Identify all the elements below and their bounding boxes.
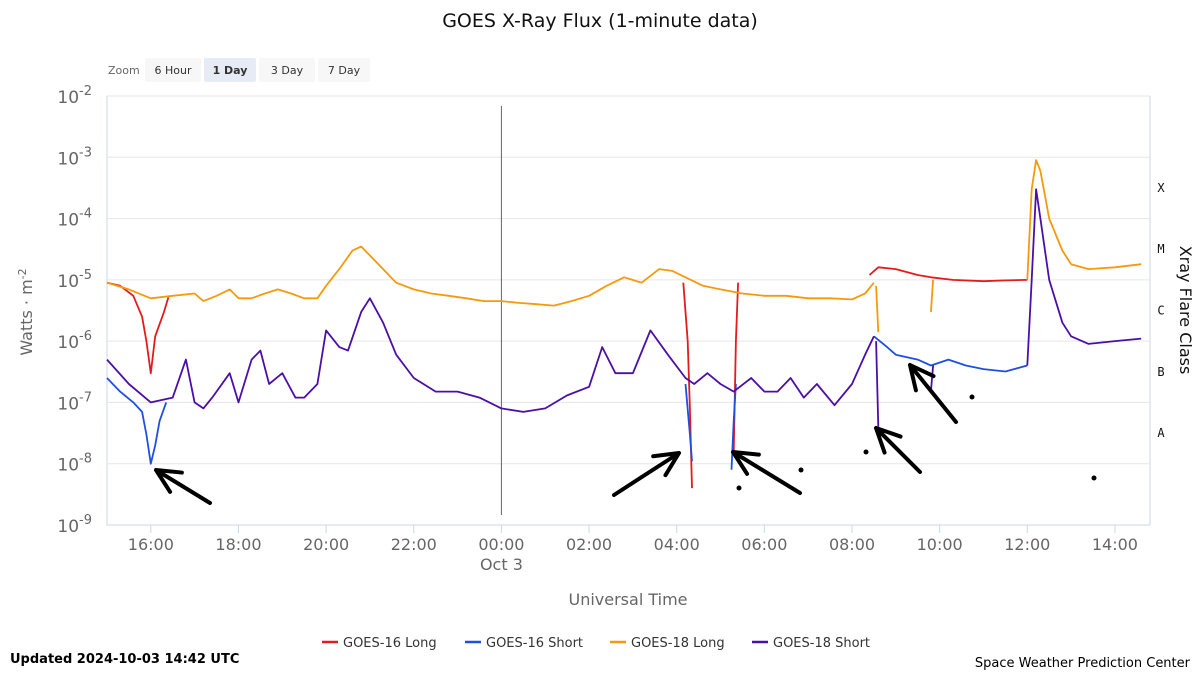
series-goes-18-long-segment xyxy=(1026,159,1142,280)
zoom-button-label: 3 Day xyxy=(271,64,304,77)
series-goes-18-short-segment xyxy=(1026,188,1142,366)
legend: GOES-16 Long GOES-16 Short GOES-18 Long GOE… xyxy=(322,636,870,651)
series-goes-16-short-segment xyxy=(873,335,1028,373)
y-axis-title: Watts · m-2 xyxy=(16,268,36,355)
y-tick-label: 10-8 xyxy=(57,452,92,476)
x-tick-label: 14:00 xyxy=(1092,535,1138,554)
legend-item-goes-16-short[interactable]: GOES-16 Short xyxy=(465,636,583,651)
zoom-button-1-day[interactable]: 1 Day xyxy=(204,58,256,82)
zoom-button-label: 1 Day xyxy=(213,64,248,77)
annotation-dot xyxy=(863,449,869,455)
flare-class-label: X xyxy=(1157,181,1165,195)
x-tick-label: 20:00 xyxy=(303,535,349,554)
date-label: Oct 3 xyxy=(480,555,523,574)
plot-series xyxy=(106,159,1142,489)
y2-axis-title: Xray Flare Class xyxy=(1176,246,1195,375)
series-goes-18-long-segment xyxy=(930,279,934,312)
y-tick-label: 10-2 xyxy=(57,84,92,108)
flare-class-axis: X M C B A xyxy=(1157,181,1165,440)
y-tick-label: 10-6 xyxy=(57,329,92,353)
zoom-button-3-day[interactable]: 3 Day xyxy=(259,58,315,82)
series-goes-16-long xyxy=(106,281,170,375)
zoom-button-label: 6 Hour xyxy=(155,64,192,77)
series-goes-18-short xyxy=(106,297,875,413)
legend-label: GOES-18 Long xyxy=(631,636,725,651)
x-tick-label: 12:00 xyxy=(1004,535,1050,554)
annotations xyxy=(154,363,1097,505)
legend-label: GOES-18 Short xyxy=(773,636,870,651)
x-tick-label: 02:00 xyxy=(566,535,612,554)
x-tick-label: 22:00 xyxy=(391,535,437,554)
legend-label: GOES-16 Long xyxy=(343,636,437,651)
series-goes-16-long-segment xyxy=(732,282,739,453)
x-tick-label: 06:00 xyxy=(741,535,787,554)
updated-timestamp: Updated 2024-10-03 14:42 UTC xyxy=(10,652,240,667)
flare-class-label: C xyxy=(1157,304,1164,318)
x-tick-label: 18:00 xyxy=(215,535,261,554)
annotation-dot xyxy=(1091,475,1097,481)
zoom-button-6-hour[interactable]: 6 Hour xyxy=(145,58,201,82)
x-tick-label: 08:00 xyxy=(829,535,875,554)
x-tick-label: 00:00 xyxy=(478,535,524,554)
zoom-label: Zoom xyxy=(108,64,140,77)
arrow-annotation xyxy=(908,363,958,424)
credit-text: Space Weather Prediction Center xyxy=(974,656,1190,671)
series-goes-18-long-segment xyxy=(875,285,880,333)
series-goes-16-short xyxy=(106,377,168,465)
zoom-button-7-day[interactable]: 7 Day xyxy=(318,58,370,82)
series-goes-18-short-segment xyxy=(875,341,880,427)
arrow-annotation xyxy=(874,426,922,474)
y-tick-label: 10-7 xyxy=(57,390,92,414)
y-tick-label: 10-3 xyxy=(57,145,92,169)
annotation-dot xyxy=(969,394,975,400)
legend-label: GOES-16 Short xyxy=(486,636,583,651)
legend-item-goes-16-long[interactable]: GOES-16 Long xyxy=(322,636,437,651)
zoom-controls: Zoom 6 Hour 1 Day 3 Day 7 Day xyxy=(108,58,370,82)
y-tick-label: 10-9 xyxy=(57,513,92,537)
chart-title: GOES X-Ray Flux (1-minute data) xyxy=(442,10,758,32)
x-tick-label: 04:00 xyxy=(654,535,700,554)
x-tick-label: 10:00 xyxy=(917,535,963,554)
arrow-annotation xyxy=(612,451,681,497)
x-axis-title: Universal Time xyxy=(568,590,687,609)
arrow-annotation xyxy=(731,450,802,495)
x-axis: 16:00 18:00 20:00 22:00 00:00 02:00 04:00 06:00… xyxy=(107,524,1150,574)
y-tick-label: 10-4 xyxy=(57,207,92,231)
legend-item-goes-18-long[interactable]: GOES-18 Long xyxy=(610,636,725,651)
grid-lines xyxy=(106,95,1151,526)
legend-item-goes-18-short[interactable]: GOES-18 Short xyxy=(752,636,870,651)
series-goes-16-long-segment xyxy=(868,266,1028,283)
flare-class-label: M xyxy=(1157,242,1164,256)
annotation-dot xyxy=(736,485,742,491)
series-goes-18-short-segment xyxy=(930,365,934,392)
arrow-annotation xyxy=(154,468,212,505)
flare-class-label: B xyxy=(1157,365,1164,379)
series-goes-16-short-segment xyxy=(684,383,693,462)
y-tick-label: 10-5 xyxy=(57,268,92,292)
x-tick-label: 16:00 xyxy=(128,535,174,554)
series-goes-16-long-segment xyxy=(682,282,693,489)
annotation-dot xyxy=(798,467,804,473)
series-goes-18-long xyxy=(106,245,875,307)
y-axis: 10-2 10-3 10-4 10-5 10-6 10-7 10-8 10-9 xyxy=(57,84,92,537)
flare-class-label: A xyxy=(1157,426,1165,440)
zoom-button-label: 7 Day xyxy=(328,64,361,77)
